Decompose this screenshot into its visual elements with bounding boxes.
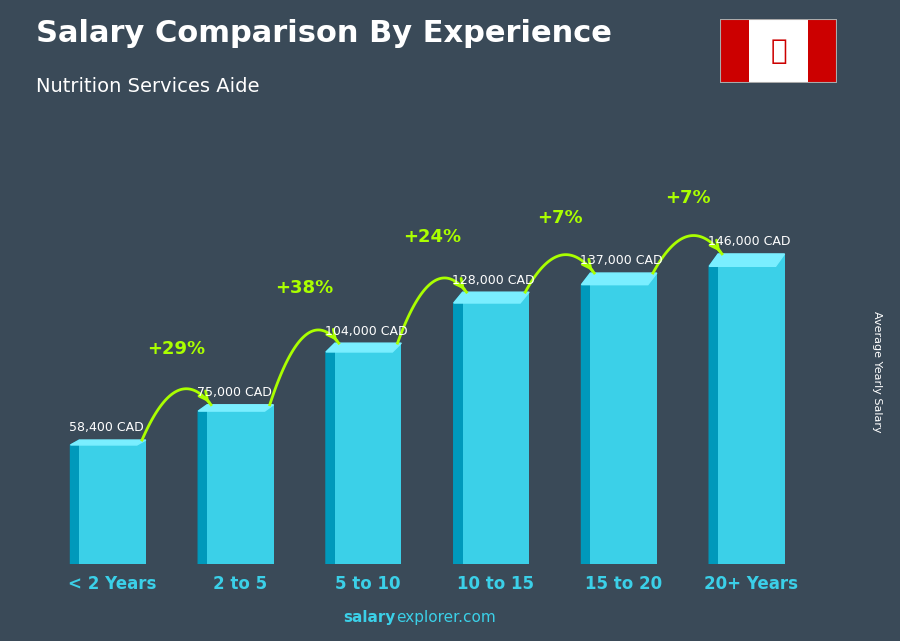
Text: +24%: +24% xyxy=(403,228,461,246)
Polygon shape xyxy=(454,292,529,303)
Polygon shape xyxy=(198,404,207,564)
Text: 137,000 CAD: 137,000 CAD xyxy=(580,254,662,267)
Text: salary: salary xyxy=(344,610,396,625)
Polygon shape xyxy=(454,292,463,564)
Bar xyxy=(463,292,529,564)
Text: +7%: +7% xyxy=(537,208,582,226)
Text: 128,000 CAD: 128,000 CAD xyxy=(453,274,536,287)
Text: 58,400 CAD: 58,400 CAD xyxy=(69,421,144,435)
Polygon shape xyxy=(198,404,274,411)
Bar xyxy=(808,19,837,83)
Text: explorer.com: explorer.com xyxy=(396,610,496,625)
Text: 🍁: 🍁 xyxy=(770,37,787,65)
Bar xyxy=(590,273,657,564)
Polygon shape xyxy=(581,273,590,564)
Bar xyxy=(718,254,785,564)
Text: +38%: +38% xyxy=(275,279,333,297)
Text: +7%: +7% xyxy=(665,190,710,208)
Bar xyxy=(207,404,274,564)
Polygon shape xyxy=(326,343,401,352)
Text: 146,000 CAD: 146,000 CAD xyxy=(708,235,790,248)
Text: Nutrition Services Aide: Nutrition Services Aide xyxy=(36,77,259,96)
Polygon shape xyxy=(70,440,146,445)
Polygon shape xyxy=(709,254,785,266)
Bar xyxy=(79,440,146,564)
Polygon shape xyxy=(70,440,79,564)
Bar xyxy=(720,19,749,83)
Polygon shape xyxy=(709,254,718,564)
Bar xyxy=(335,343,401,564)
Polygon shape xyxy=(581,273,657,285)
Text: Salary Comparison By Experience: Salary Comparison By Experience xyxy=(36,19,612,48)
Polygon shape xyxy=(326,343,335,564)
Text: 104,000 CAD: 104,000 CAD xyxy=(325,324,408,338)
Text: Average Yearly Salary: Average Yearly Salary xyxy=(872,311,883,433)
Text: +29%: +29% xyxy=(148,340,205,358)
Text: 75,000 CAD: 75,000 CAD xyxy=(197,386,272,399)
